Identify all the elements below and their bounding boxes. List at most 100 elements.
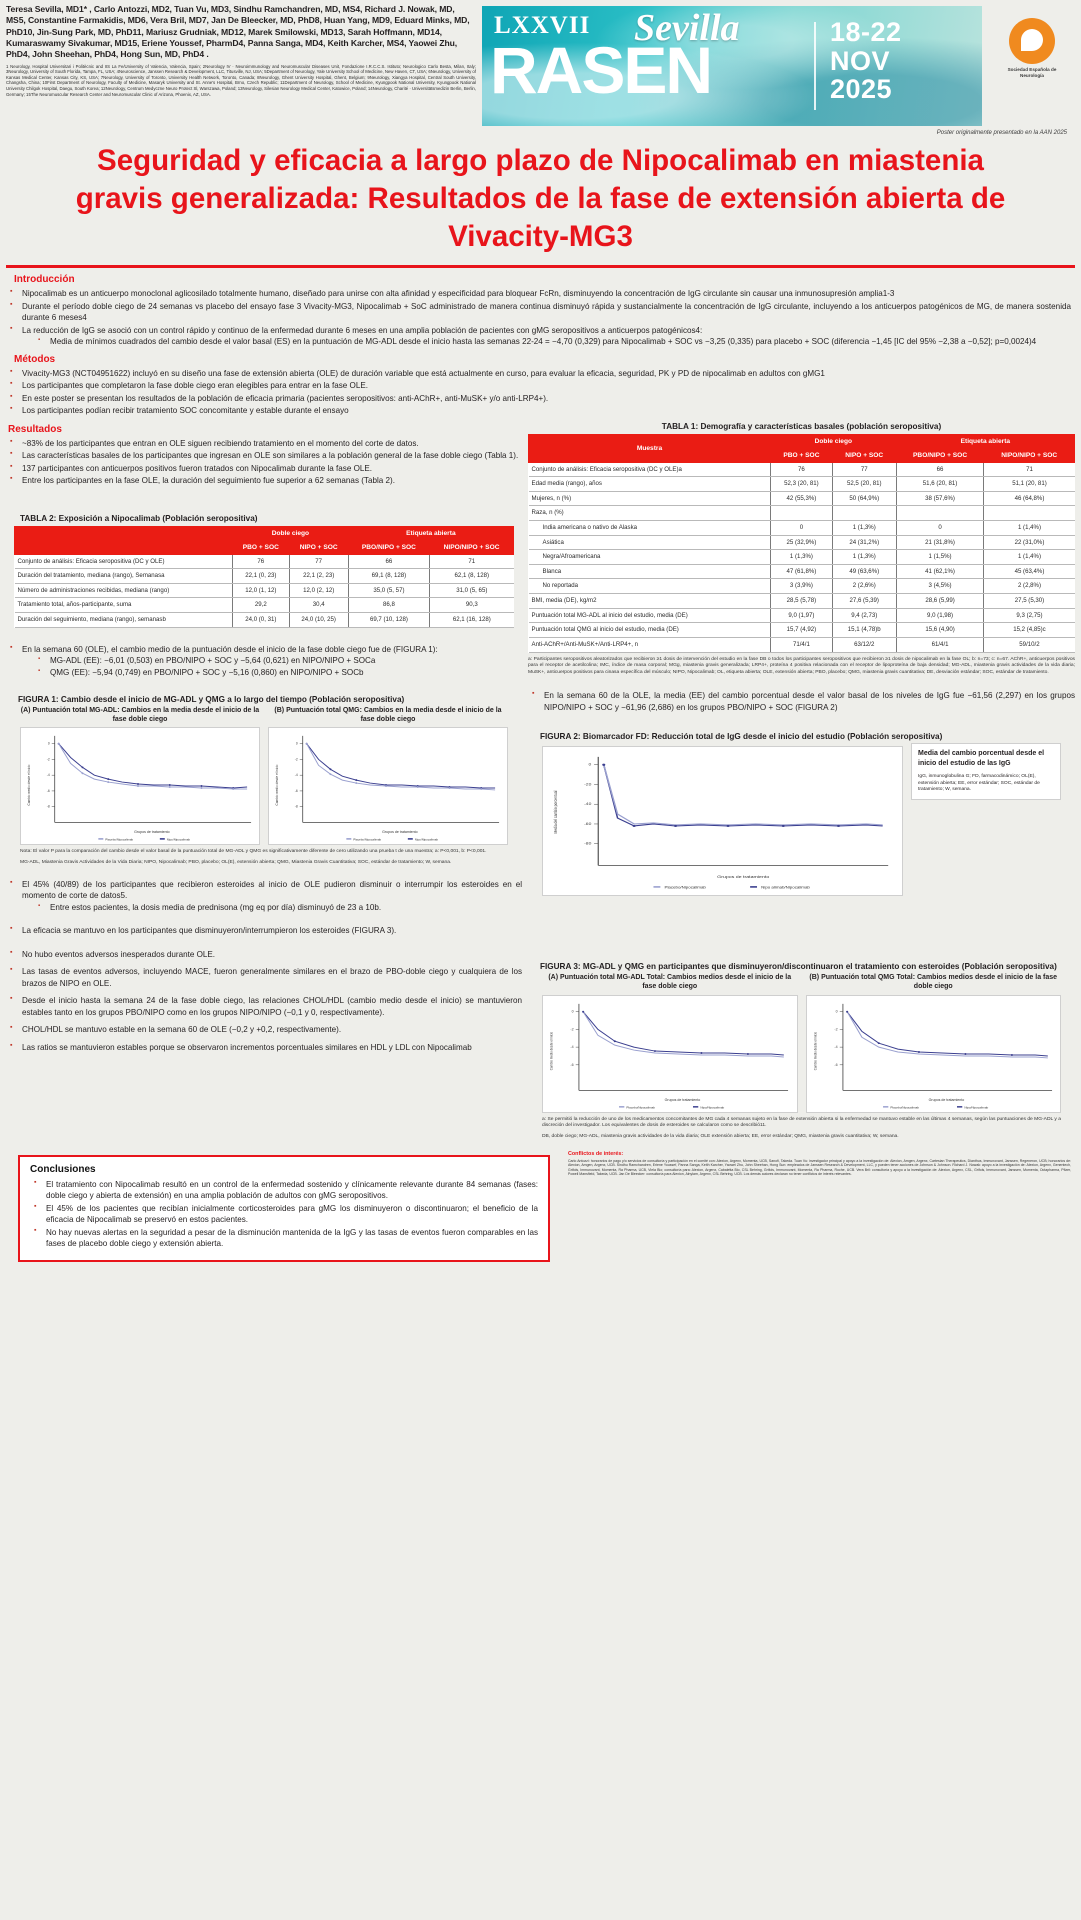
affiliations-list: 1 Neurology, Hospital Universitari i Pol… <box>6 63 476 97</box>
table-cell: 22 (31,0%) <box>983 535 1075 551</box>
table-row-label: Conjunto de análisis: Eficacia seroposit… <box>14 554 233 570</box>
figura1-panel-a: (A) Puntuación total MG-ADL: Cambios en … <box>20 706 260 846</box>
table-row-label: Duración del seguimiento, mediana (rango… <box>14 612 233 628</box>
table-cell: 15,7 (4,92) <box>770 622 833 638</box>
coi-wrap: Conflictos de interés: Carlo Antozzi: ho… <box>568 1147 1071 1262</box>
tabla1-body: Conjunto de análisis: Eficacia seroposit… <box>528 462 1075 653</box>
table-cell: 0 <box>896 520 985 536</box>
list-item: Desde el inicio hasta la semana 24 de la… <box>6 994 522 1018</box>
list-item: 137 participantes con anticuerpos positi… <box>6 462 522 474</box>
table-cell: 1 (1,5%) <box>896 549 985 565</box>
list-item: Las tasas de eventos adversos, incluyend… <box>6 965 522 989</box>
figura1-panels: (A) Puntuación total MG-ADL: Cambios en … <box>6 706 522 846</box>
table-row-label: Tratamiento total, años-participante, su… <box>14 597 233 613</box>
tabla1-group-doble-ciego: Doble ciego <box>770 433 897 449</box>
introduccion-list: Nipocalimab es un anticuerpo monoclonal … <box>6 287 1071 348</box>
svg-text:Cambio medio desde el inicio: Cambio medio desde el inicio <box>813 1031 817 1070</box>
svg-text:0: 0 <box>835 1009 837 1013</box>
svg-text:Media del cambio porcentual: Media del cambio porcentual <box>552 791 558 834</box>
igg-list: En la semana 60 de la OLE, la media (EE)… <box>528 689 1075 713</box>
left-column: Resultados ~83% de los participantes que… <box>6 418 522 1141</box>
tabla2-group-doble-ciego: Doble ciego <box>232 525 349 541</box>
table-cell: 76 <box>232 554 290 570</box>
figura2-subtitle: (Población seropositiva) <box>847 732 943 742</box>
table-cell: 15,2 (4,85)c <box>983 622 1075 638</box>
list-item: Los participantes que completaron la fas… <box>6 379 1071 391</box>
table-cell: 86,8 <box>348 597 431 613</box>
esteroides-sublist: Entre estos pacientes, la dosis media de… <box>22 902 522 913</box>
table-row-label: Conjunto de análisis: Eficacia seroposit… <box>528 462 772 478</box>
table-row-label: Anti-AChR+/Anti-MuSK+/Anti-LRP4+, n <box>528 637 772 653</box>
figura3-panel-b: (B) Puntuación total QMG Total: Cambios … <box>805 973 1061 1113</box>
introduccion-heading: Introducción <box>14 274 75 286</box>
list-item: No hay nuevas alertas en la seguridad a … <box>30 1226 538 1250</box>
tabla1-col-pbo-soc: PBO + SOC <box>770 447 833 463</box>
table-row: Conjunto de análisis: Eficacia seroposit… <box>14 554 514 570</box>
conclusiones-box: Conclusiones El tratamiento con Nipocali… <box>18 1154 550 1262</box>
table-cell: 52,3 (20, 81) <box>770 476 833 492</box>
table-row: Mujeres, n (%) 42 (55,3%) 50 (64,9%) 38 (57… <box>528 491 1075 507</box>
tabla1-group-etiqueta-abierta: Etiqueta abierta <box>895 433 1076 449</box>
table-row: Duración del seguimiento, mediana (rango… <box>14 612 514 628</box>
line-chart-qmg: 0 -2 -4 -6 -8 <box>275 736 500 842</box>
list-item: La reducción de IgG se asoció con un con… <box>6 324 1071 348</box>
tabla2-body: Conjunto de análisis: Eficacia seroposit… <box>14 554 514 628</box>
svg-text:-20: -20 <box>584 783 592 787</box>
introduccion-section: Introducción Nipocalimab es un anticuerp… <box>0 274 1081 416</box>
resultados-heading: Resultados <box>8 423 62 435</box>
table-cell: 76 <box>770 462 833 478</box>
poster-header: Teresa Sevilla, MD1* , Carlo Antozzi, MD… <box>0 0 1081 136</box>
figura2-title-text: FIGURA 2: Biomarcador FD: Reducción tota… <box>540 732 845 742</box>
svg-text:Placebo/Nipocalimab: Placebo/Nipocalimab <box>626 1105 655 1109</box>
figura2-callout-body: IgG, inmunoglobulina G; FD, farmacodinám… <box>918 774 1040 793</box>
sen-logo: Sociedad Española de Neurología <box>995 18 1069 78</box>
table-row: India americana o nativo de Alaska 0 1 (1,… <box>528 520 1075 536</box>
tabla1-col-nipo-nipo-soc: NIPO/NIPO + SOC <box>983 447 1075 463</box>
figura1-note: Nota: El valor P para la comparación del… <box>20 849 487 855</box>
table-cell: 69,7 (10, 128) <box>348 612 431 628</box>
tabla1-col-pbo-nipo-soc: PBO/NIPO + SOC <box>895 447 985 463</box>
svg-text:Placebo/Nipocalimab: Placebo/Nipocalimab <box>890 1105 919 1109</box>
table-cell: 29,2 <box>232 597 290 613</box>
list-item: El 45% (40/89) de los participantes que … <box>6 878 522 913</box>
table-row: Raza, n (%) <box>528 505 1075 522</box>
table-cell: 15,6 (4,90) <box>896 622 985 638</box>
svg-text:Cambio medio desde el inicio: Cambio medio desde el inicio <box>27 765 31 806</box>
banner-dates: 18-22 NOV 2025 <box>830 18 902 104</box>
svg-text:Grupos de tratamiento: Grupos de tratamiento <box>928 1098 964 1102</box>
figura3-abbrev: DB, doble ciego; MG-ADL, miastenia gravi… <box>542 1134 899 1140</box>
banner-acronym: RASEN <box>490 33 713 107</box>
tabla2-group-etiqueta-abierta: Etiqueta abierta <box>347 525 515 541</box>
table-cell: 49 (63,6%) <box>832 564 897 580</box>
table-cell: 45 (63,4%) <box>983 564 1075 580</box>
figura1-panel-a-plot: 0 -2 -4 -6 -8 <box>20 727 260 846</box>
poster-origin-note: Poster originalmente presentado en la AA… <box>936 130 1067 136</box>
figura1-intro-list: En la semana 60 (OLE), el cambio medio d… <box>6 643 522 678</box>
table-cell: 25 (32,9%) <box>770 535 833 551</box>
table-cell: 3 (4,5%) <box>896 578 985 595</box>
table-cell: 15,1 (4,78)b <box>832 622 897 638</box>
introduccion-sublist: Media de mínimos cuadrados del cambio de… <box>22 336 1071 347</box>
table-cell: 77 <box>289 554 349 570</box>
table-header-row: Muestra Doble ciego Etiqueta abierta <box>527 433 1076 463</box>
svg-text:Nipo/Nipocalimab: Nipo/Nipocalimab <box>964 1105 988 1109</box>
svg-text:-40: -40 <box>584 802 592 806</box>
list-item: QMG (EE): −5,94 (0,749) en PBO/NIPO + SO… <box>36 667 522 678</box>
figura3-panel-b-caption: (B) Puntuación total QMG Total: Cambios … <box>809 974 1058 991</box>
body-columns: Resultados ~83% de los participantes que… <box>0 418 1081 1141</box>
metodos-list: Vivacity-MG3 (NCT04951622) incluyó en su… <box>6 367 1071 417</box>
table-cell <box>896 505 985 522</box>
svg-text:-8: -8 <box>295 805 298 809</box>
congress-banner: RASEN LXXVII Sevilla 18-22 NOV 2025 <box>482 6 982 126</box>
svg-text:-4: -4 <box>834 1045 837 1049</box>
conclusiones-wrap: Conclusiones El tratamiento con Nipocali… <box>10 1147 558 1262</box>
table-cell <box>983 505 1075 522</box>
table-cell: 2 (2,6%) <box>832 578 897 595</box>
table-cell: 28,5 (5,78) <box>770 593 833 609</box>
authors-block: Teresa Sevilla, MD1* , Carlo Antozzi, MD… <box>6 4 476 132</box>
tabla2-col-pbo-soc: PBO + SOC <box>232 539 290 555</box>
table-header-row: Doble ciego Etiqueta abierta <box>14 525 515 555</box>
banner-city: Sevilla <box>634 7 740 49</box>
coi-heading: Conflictos de interés: <box>568 1150 624 1157</box>
